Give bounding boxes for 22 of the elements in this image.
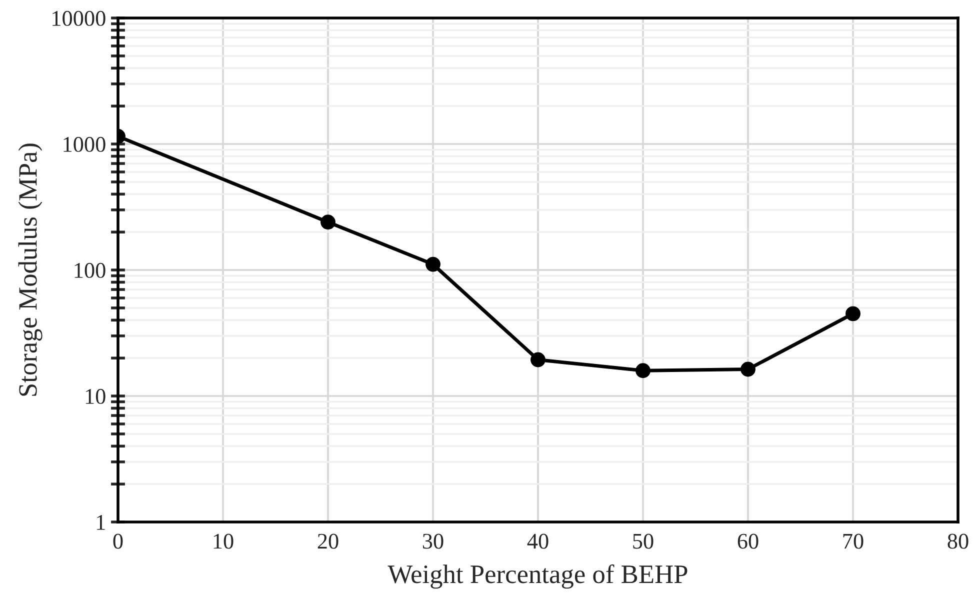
x-tick-label: 80	[948, 534, 968, 549]
y-tick-label: 10000	[52, 10, 106, 26]
y-tick-label: 100	[74, 262, 106, 278]
point	[846, 306, 860, 322]
x-tick-label: 0	[113, 534, 123, 549]
y-tick-label: 1	[97, 515, 105, 530]
y-tick-label: 1000	[64, 136, 106, 152]
point	[530, 352, 546, 368]
point	[320, 214, 336, 230]
x-tick-label: 30	[422, 534, 444, 549]
x-axis-title: Weight Percentage of BEHP	[388, 564, 688, 589]
y-tick-label: 10	[86, 388, 106, 404]
y-axis-title: Storage Modulus (MPa)	[18, 144, 42, 396]
point	[636, 363, 650, 378]
x-tick-label: 10	[214, 534, 234, 549]
point	[740, 362, 756, 377]
point	[426, 256, 440, 272]
x-tick-label: 40	[527, 534, 548, 549]
x-tick-label: 20	[318, 534, 338, 549]
x-tick-label: 50	[633, 534, 654, 549]
x-tick-label: 60	[738, 534, 758, 549]
x-tick-label: 70	[843, 534, 864, 549]
